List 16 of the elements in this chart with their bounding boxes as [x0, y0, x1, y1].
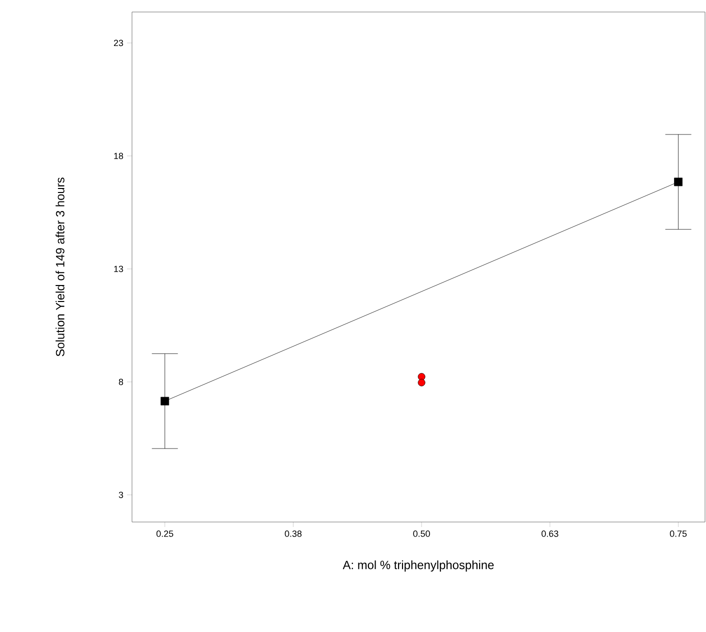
x-tick-label: 0.38: [284, 530, 302, 537]
point: [674, 178, 683, 186]
y-axis-title: Solution Yield of 149 after 3 hours: [56, 178, 64, 356]
y-tick-label: 8: [118, 378, 124, 386]
x-axis-title: A: mol % triphenylphosphine: [342, 560, 494, 572]
x-tick-label: 0.63: [542, 530, 558, 537]
point: [160, 396, 170, 406]
point: [418, 378, 426, 386]
y-tick-label: 13: [114, 266, 124, 272]
y-tick-label: 18: [114, 152, 124, 160]
x-tick-label: 0.75: [670, 530, 687, 537]
x-tick-label: 0.25: [156, 530, 174, 537]
y-tick-label: 3: [118, 492, 124, 498]
point: [418, 373, 426, 380]
y-tick-label: 23: [114, 40, 124, 46]
x-tick-label: 0.50: [413, 530, 430, 537]
